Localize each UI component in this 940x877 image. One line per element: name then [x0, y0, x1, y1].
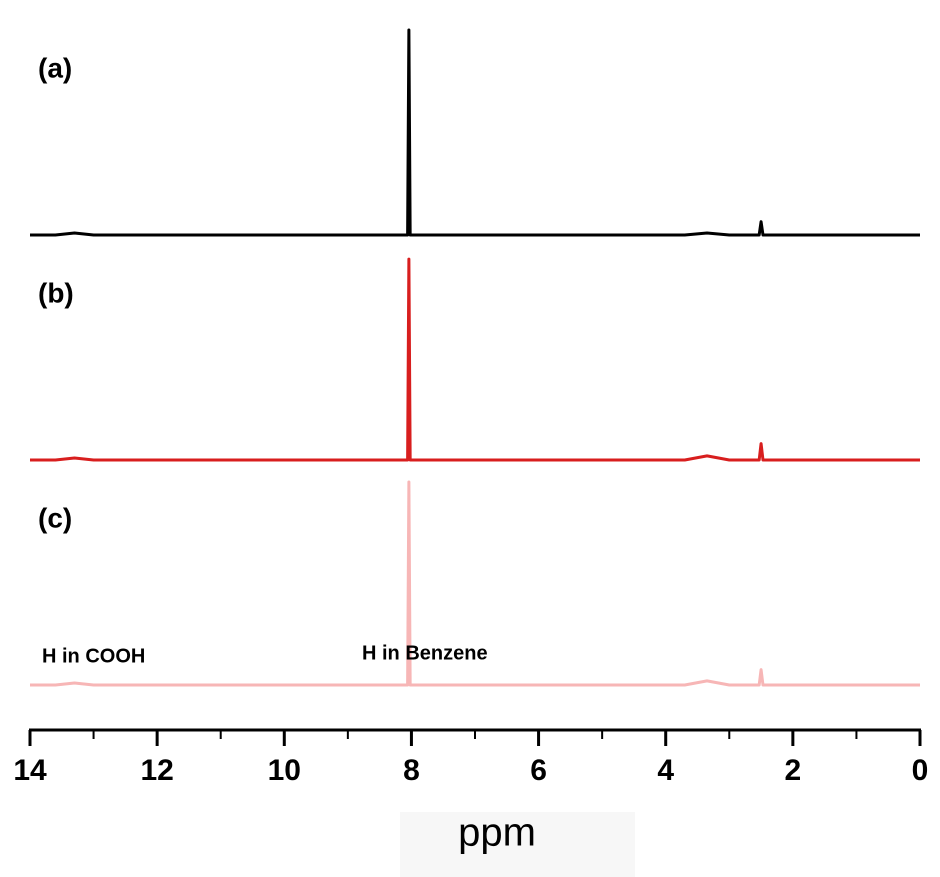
x-tick-label: 4 [657, 754, 674, 787]
series-label: (b) [38, 277, 74, 308]
spectrum-line [30, 257, 920, 462]
spectrum-line [30, 480, 920, 687]
spectrum-line [30, 28, 920, 237]
x-tick-label: 6 [530, 754, 547, 787]
x-tick-label: 14 [13, 754, 47, 787]
annotation: H in COOH [42, 645, 145, 667]
x-tick-label: 8 [403, 754, 420, 787]
series-label: (a) [38, 52, 72, 83]
x-tick-label: 2 [785, 754, 802, 787]
label-backdrop [400, 812, 635, 877]
x-axis-label: ppm [458, 811, 536, 855]
x-tick-label: 0 [912, 754, 929, 787]
x-tick-label: 10 [268, 754, 301, 787]
annotation: H in Benzene [362, 642, 488, 664]
x-tick-label: 12 [140, 754, 173, 787]
series-label: (c) [38, 502, 72, 533]
